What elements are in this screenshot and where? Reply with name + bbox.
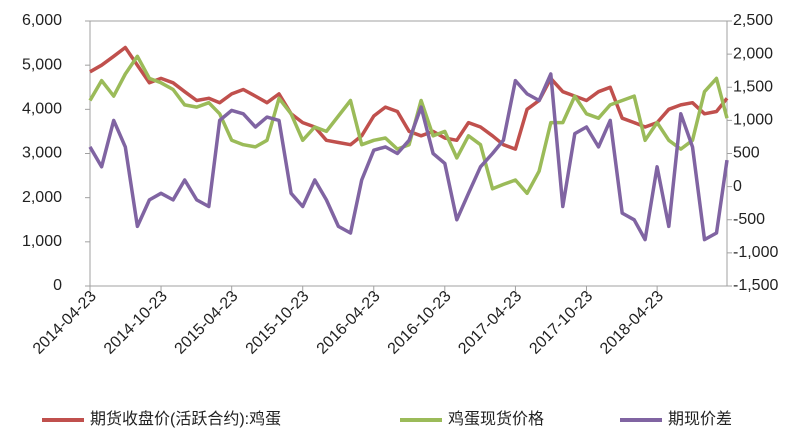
x-tick-label: 2017-10-23: [526, 288, 596, 358]
x-tick-label: 2018-04-23: [597, 288, 667, 358]
legend-label: 期货收盘价(活跃合约):鸡蛋: [90, 409, 281, 428]
y2-tick-label: 500: [733, 145, 760, 162]
y2-tick-label: 0: [733, 178, 742, 195]
x-tick-label: 2014-10-23: [101, 288, 171, 358]
x-tick-label: 2016-10-23: [385, 288, 455, 358]
x-tick-label: 2016-04-23: [314, 288, 384, 358]
y2-tick-label: -1,000: [733, 244, 778, 261]
y-tick-label: 0: [53, 277, 62, 294]
y-tick-label: 5,000: [22, 56, 62, 73]
y-tick-label: 2,000: [22, 189, 62, 206]
y-tick-label: 1,000: [22, 233, 62, 250]
x-tick-label: 2014-04-23: [30, 288, 100, 358]
y2-tick-label: 1,500: [733, 78, 773, 95]
legend-label: 期现价差: [668, 410, 732, 428]
y-tick-label: 4,000: [22, 101, 62, 118]
legend-label: 鸡蛋现货价格: [448, 410, 544, 428]
y-tick-label: 3,000: [22, 145, 62, 162]
y2-tick-label: 2,500: [733, 12, 773, 29]
y2-tick-label: -1,500: [733, 277, 778, 294]
y2-tick-label: 1,000: [733, 112, 773, 129]
series-line: [89, 45, 729, 151]
series-line: [88, 72, 729, 242]
x-tick-label: 2017-04-23: [455, 288, 525, 358]
x-tick-label: 2015-04-23: [172, 288, 242, 358]
y2-tick-label: -500: [733, 211, 765, 228]
y2-tick-label: 2,000: [733, 45, 773, 62]
y-tick-label: 6,000: [22, 12, 62, 29]
series-line: [88, 54, 729, 196]
plot-frame: [89, 20, 728, 287]
x-tick-label: 2015-10-23: [243, 288, 313, 358]
